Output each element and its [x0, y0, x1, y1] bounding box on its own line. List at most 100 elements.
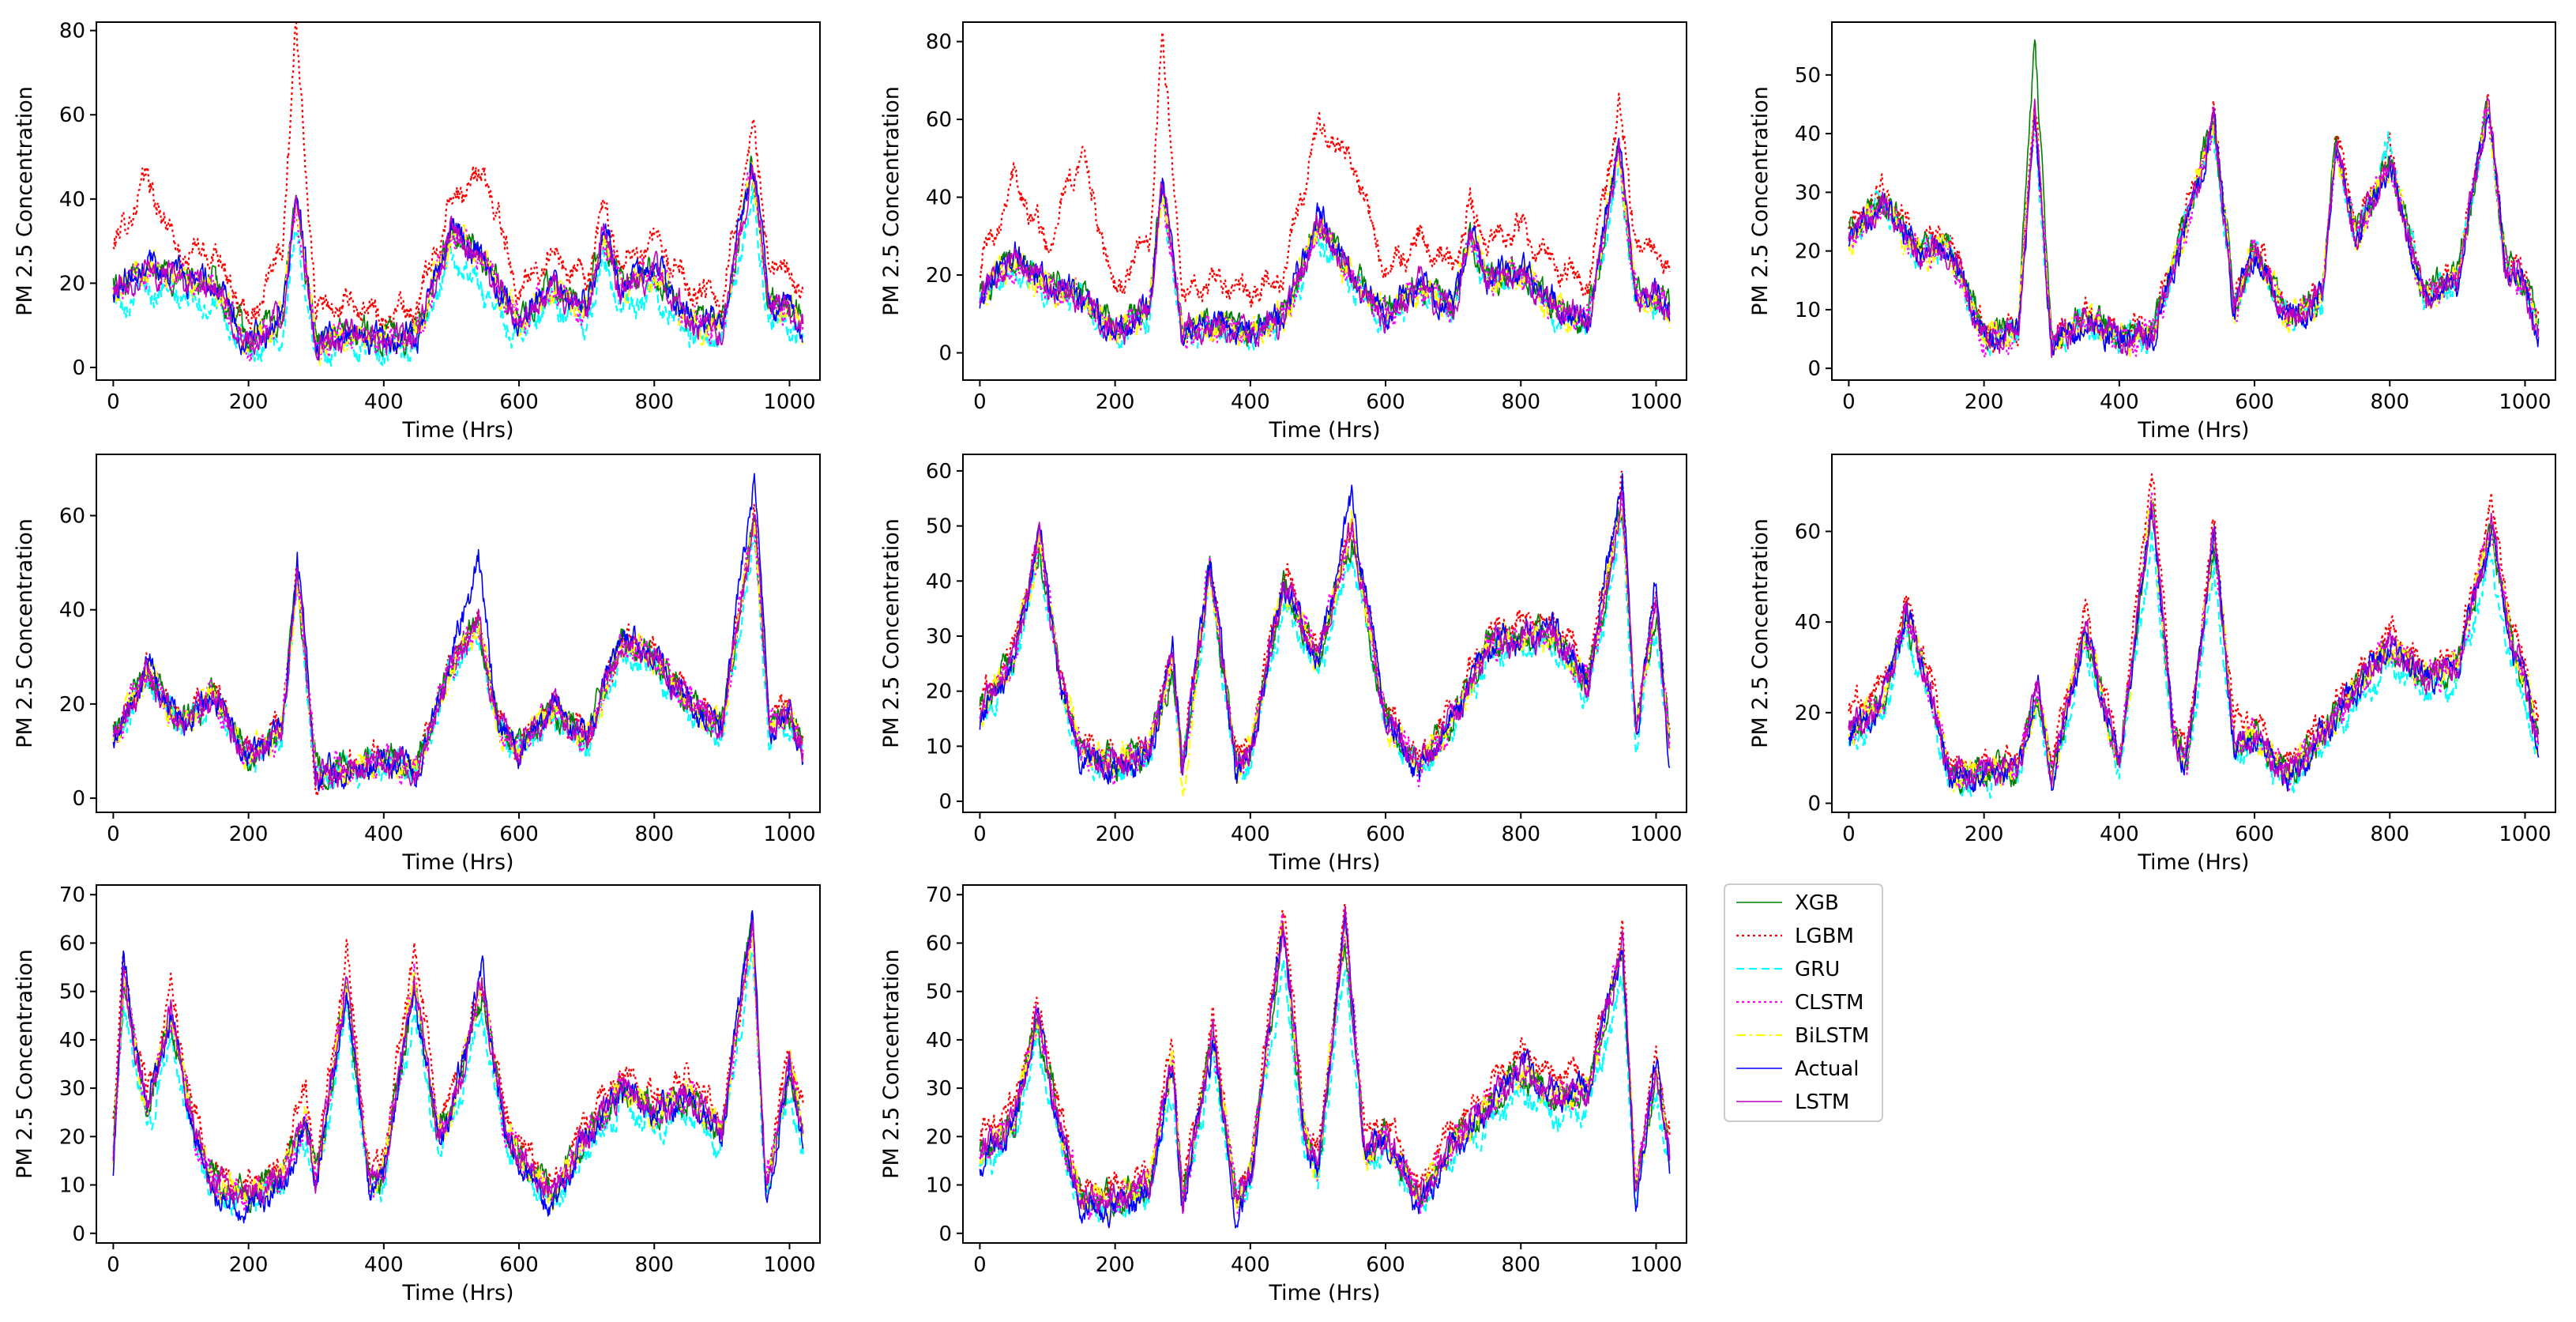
series-line-actual — [979, 909, 1671, 1229]
legend-label: GRU — [1795, 958, 1840, 981]
series-line-clstm — [1848, 492, 2540, 793]
x-tick-label: 0 — [107, 823, 120, 846]
x-tick-label: 600 — [499, 1253, 539, 1277]
series-lines — [979, 470, 1671, 797]
series-line-clstm — [979, 140, 1671, 351]
y-axis-label: PM 2.5 Concentration — [1748, 518, 1773, 748]
legend-item-lstm: LSTM — [1736, 1090, 1849, 1114]
series-lines — [1848, 473, 2540, 799]
x-tick-label: 0 — [107, 390, 120, 414]
series-line-lstm — [112, 919, 804, 1205]
y-tick-label: 60 — [59, 504, 85, 528]
series-line-actual — [112, 910, 804, 1224]
series-line-bilstm — [979, 920, 1671, 1225]
x-tick-label: 200 — [1096, 823, 1135, 846]
x-tick-label: 1000 — [763, 390, 815, 414]
x-tick-label: 400 — [1231, 1253, 1270, 1277]
y-tick-label: 20 — [926, 264, 952, 288]
series-line-bilstm — [1848, 496, 2540, 793]
series-lines — [979, 31, 1671, 352]
x-tick-label: 400 — [2100, 390, 2139, 414]
x-axis-label: Time (Hrs) — [401, 418, 513, 443]
x-tick-label: 1000 — [1630, 1253, 1682, 1277]
y-tick-label: 60 — [926, 108, 952, 132]
x-tick-label: 800 — [2370, 823, 2409, 846]
series-line-lgbm — [112, 920, 804, 1201]
x-tick-label: 400 — [1231, 823, 1270, 846]
legend-item-xgb: XGB — [1736, 891, 1839, 915]
y-axis-label: PM 2.5 Concentration — [879, 86, 904, 316]
y-tick-label: 10 — [59, 1174, 85, 1198]
axes-frame — [1831, 21, 2556, 381]
series-line-actual — [979, 137, 1671, 348]
axes-frame — [962, 21, 1687, 381]
series-line-clstm — [112, 171, 804, 362]
series-line-xgb — [979, 921, 1671, 1217]
x-tick-label: 0 — [107, 1253, 120, 1277]
y-tick-label: 40 — [1795, 122, 1821, 146]
series-line-xgb — [1848, 501, 2540, 794]
legend-item-lgbm: LGBM — [1736, 925, 1854, 948]
x-tick-label: 800 — [634, 1253, 674, 1277]
y-tick-label: 20 — [1795, 702, 1821, 725]
y-axis-label: PM 2.5 Concentration — [13, 949, 37, 1179]
y-tick-label: 80 — [59, 20, 85, 43]
y-tick-label: 40 — [926, 570, 952, 593]
subplot-5: 0 200 400 600 800 1000 0 10 20 30 40 50 60 Time (Hrs)… — [879, 454, 1687, 875]
series-line-actual — [112, 473, 804, 792]
series-line-gru — [1848, 529, 2540, 799]
subplot-3: 0 200 400 600 800 1000 0 10 20 30 40 50 Time (Hrs) PM… — [1748, 21, 2556, 443]
y-tick-label: 50 — [59, 981, 85, 1004]
series-line-lstm — [1848, 499, 2540, 791]
legend-item-gru: GRU — [1736, 958, 1840, 981]
y-tick-label: 60 — [926, 460, 952, 484]
y-tick-label: 50 — [926, 515, 952, 539]
x-axis-label: Time (Hrs) — [401, 1281, 513, 1305]
x-tick-label: 800 — [634, 390, 674, 414]
x-tick-label: 600 — [1366, 390, 1405, 414]
x-axis-label: Time (Hrs) — [401, 850, 513, 875]
x-tick-label: 600 — [499, 390, 539, 414]
y-axis-label: PM 2.5 Concentration — [13, 86, 37, 316]
y-tick-label: 0 — [938, 1222, 952, 1246]
x-tick-label: 1000 — [2499, 390, 2551, 414]
x-tick-label: 200 — [229, 1253, 269, 1277]
y-tick-label: 60 — [59, 104, 85, 127]
series-line-lgbm — [1848, 92, 2540, 355]
series-line-lstm — [980, 490, 1671, 778]
legend: XGB LGBM GRU CLSTM BiLSTM Actual LSTM — [1724, 883, 1883, 1122]
series-line-lstm — [979, 139, 1671, 348]
series-lines — [112, 910, 804, 1224]
legend-item-actual: Actual — [1736, 1057, 1859, 1081]
series-lines — [979, 902, 1671, 1229]
x-tick-label: 1000 — [1630, 390, 1682, 414]
y-tick-label: 40 — [1795, 611, 1821, 635]
y-tick-label: 50 — [1795, 64, 1821, 88]
y-tick-label: 0 — [72, 1222, 85, 1246]
series-line-actual — [1848, 507, 2540, 793]
x-tick-label: 1000 — [763, 823, 815, 846]
series-line-lstm — [112, 164, 804, 361]
y-tick-label: 40 — [926, 186, 952, 210]
x-tick-label: 0 — [1842, 390, 1856, 414]
x-tick-label: 0 — [1842, 823, 1856, 846]
y-tick-label: 30 — [59, 1077, 85, 1101]
subplot-4: 0 200 400 600 800 1000 0 20 40 60 Time (Hrs) PM 2.5… — [13, 454, 821, 875]
series-lines — [112, 473, 804, 796]
y-tick-label: 60 — [926, 932, 952, 955]
x-axis-label: Time (Hrs) — [1268, 1281, 1380, 1305]
x-tick-label: 200 — [1096, 1253, 1135, 1277]
axes-frame — [96, 454, 821, 813]
series-line-lstm — [1848, 97, 2540, 359]
x-tick-label: 0 — [973, 823, 987, 846]
x-tick-label: 400 — [364, 390, 404, 414]
legend-label: LGBM — [1795, 925, 1854, 948]
x-tick-label: 400 — [2100, 823, 2139, 846]
series-lines — [112, 22, 804, 367]
y-tick-label: 50 — [926, 981, 952, 1004]
y-tick-label: 70 — [59, 883, 85, 907]
series-line-gru — [112, 184, 804, 367]
x-axis-label: Time (Hrs) — [1268, 418, 1380, 443]
subplot-6: 0 200 400 600 800 1000 0 20 40 60 Time (Hrs) PM 2.5… — [1748, 454, 2556, 875]
